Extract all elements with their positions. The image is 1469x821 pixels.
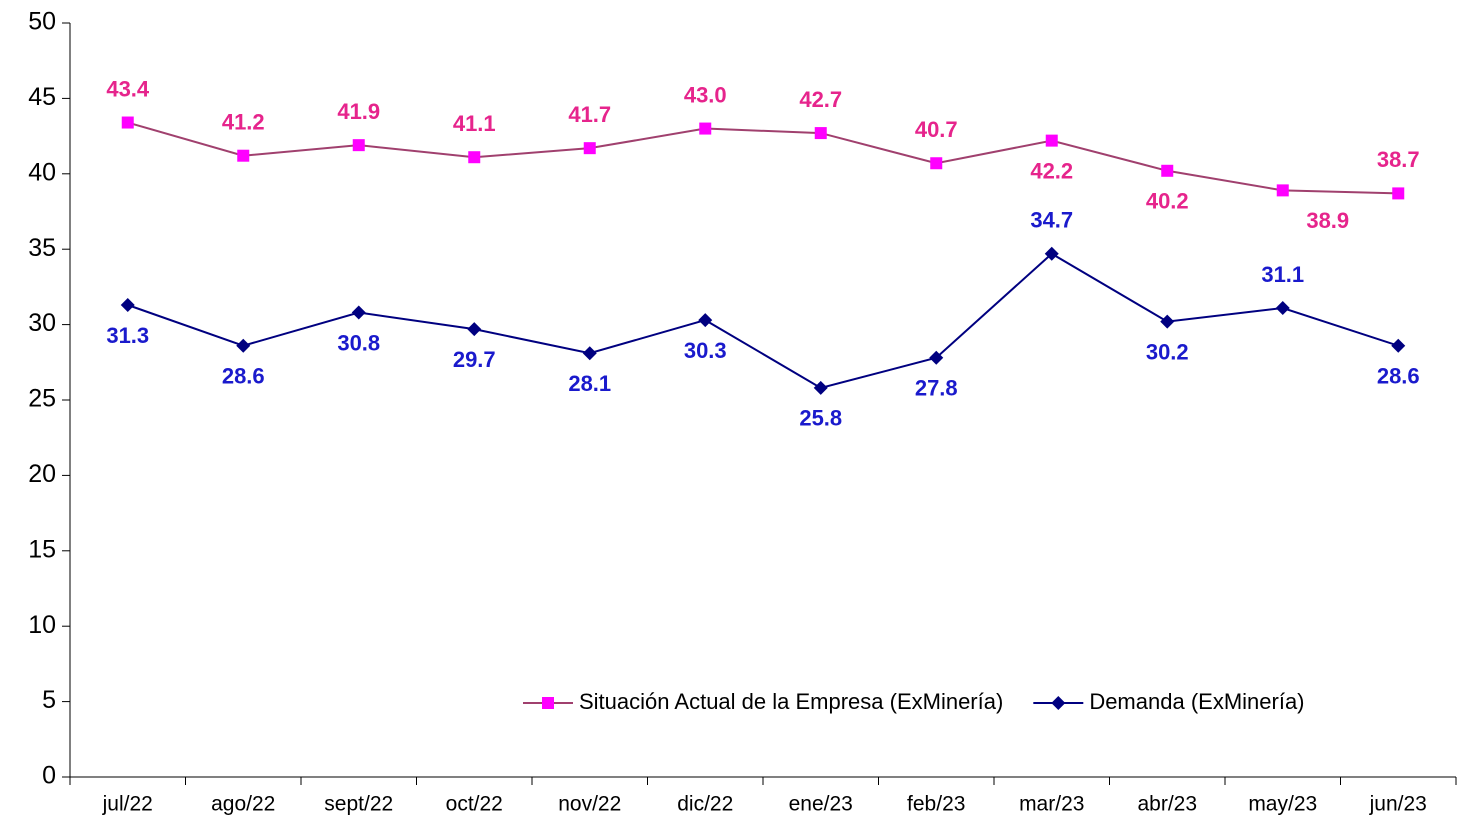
marker xyxy=(1044,246,1059,261)
marker xyxy=(236,338,251,353)
marker xyxy=(351,305,366,320)
y-tick-label: 0 xyxy=(42,762,56,790)
x-tick-label: mar/23 xyxy=(1019,793,1084,816)
data-label: 31.1 xyxy=(1261,262,1304,287)
data-label: 28.1 xyxy=(568,371,611,396)
marker xyxy=(814,127,827,140)
marker xyxy=(121,116,134,129)
marker xyxy=(1391,338,1406,353)
data-label: 34.7 xyxy=(1030,208,1073,233)
x-tick-label: may/23 xyxy=(1248,793,1317,816)
data-label: 41.9 xyxy=(337,99,380,124)
y-tick-label: 20 xyxy=(28,460,56,488)
y-tick-label: 15 xyxy=(28,535,56,563)
data-label: 43.0 xyxy=(684,82,727,107)
data-label: 30.8 xyxy=(337,330,380,355)
data-label: 30.3 xyxy=(684,338,727,363)
data-label: 40.7 xyxy=(915,117,958,142)
legend-marker xyxy=(542,697,554,709)
data-label: 27.8 xyxy=(915,376,958,401)
x-tick-label: sept/22 xyxy=(324,793,393,816)
marker xyxy=(1276,184,1289,197)
marker xyxy=(583,142,596,155)
x-tick-label: feb/23 xyxy=(907,793,965,816)
data-label: 38.7 xyxy=(1377,147,1420,172)
marker xyxy=(120,297,135,312)
series-line xyxy=(127,252,1399,390)
x-tick-label: jun/23 xyxy=(1369,793,1427,816)
marker xyxy=(813,380,828,395)
data-label: 31.3 xyxy=(106,323,149,348)
y-tick-label: 50 xyxy=(28,8,56,36)
marker xyxy=(698,313,713,328)
y-tick-label: 40 xyxy=(28,158,56,186)
data-label: 30.2 xyxy=(1146,339,1189,364)
marker xyxy=(929,350,944,365)
data-label: 40.2 xyxy=(1146,189,1189,214)
data-label: 43.4 xyxy=(106,76,150,101)
marker xyxy=(930,157,943,170)
marker xyxy=(1392,187,1405,200)
data-label: 25.8 xyxy=(799,406,842,431)
x-tick-label: dic/22 xyxy=(677,793,733,816)
marker xyxy=(237,149,250,162)
legend-label: Demanda (ExMinería) xyxy=(1089,689,1304,714)
data-label: 41.2 xyxy=(222,110,265,135)
y-tick-label: 35 xyxy=(28,234,56,262)
data-label: 28.6 xyxy=(1377,364,1420,389)
x-tick-label: abr/23 xyxy=(1137,793,1197,816)
marker xyxy=(468,151,481,164)
marker xyxy=(1275,301,1290,316)
data-label: 38.9 xyxy=(1306,208,1349,233)
marker xyxy=(352,139,365,152)
data-label: 42.2 xyxy=(1030,158,1073,183)
data-label: 41.1 xyxy=(453,111,496,136)
y-tick-label: 10 xyxy=(28,611,56,639)
marker xyxy=(467,322,482,337)
x-tick-label: nov/22 xyxy=(558,793,621,816)
y-tick-label: 30 xyxy=(28,309,56,337)
data-label: 42.7 xyxy=(799,87,842,112)
x-tick-label: jul/22 xyxy=(102,793,153,816)
data-label: 41.7 xyxy=(568,102,611,127)
legend-label: Situación Actual de la Empresa (ExMinerí… xyxy=(579,689,1003,714)
series-line xyxy=(127,121,1399,195)
marker xyxy=(699,122,712,135)
data-label: 29.7 xyxy=(453,347,496,372)
marker xyxy=(1160,314,1175,329)
marker xyxy=(1161,164,1174,177)
x-tick-label: oct/22 xyxy=(446,793,503,816)
data-label: 28.6 xyxy=(222,364,265,389)
marker xyxy=(582,346,597,361)
y-tick-label: 5 xyxy=(42,686,56,714)
y-tick-label: 45 xyxy=(28,83,56,111)
x-tick-label: ene/23 xyxy=(789,793,853,816)
marker xyxy=(1045,134,1058,147)
legend-marker xyxy=(1051,696,1066,710)
x-tick-label: ago/22 xyxy=(211,793,275,816)
y-tick-label: 25 xyxy=(28,385,56,413)
